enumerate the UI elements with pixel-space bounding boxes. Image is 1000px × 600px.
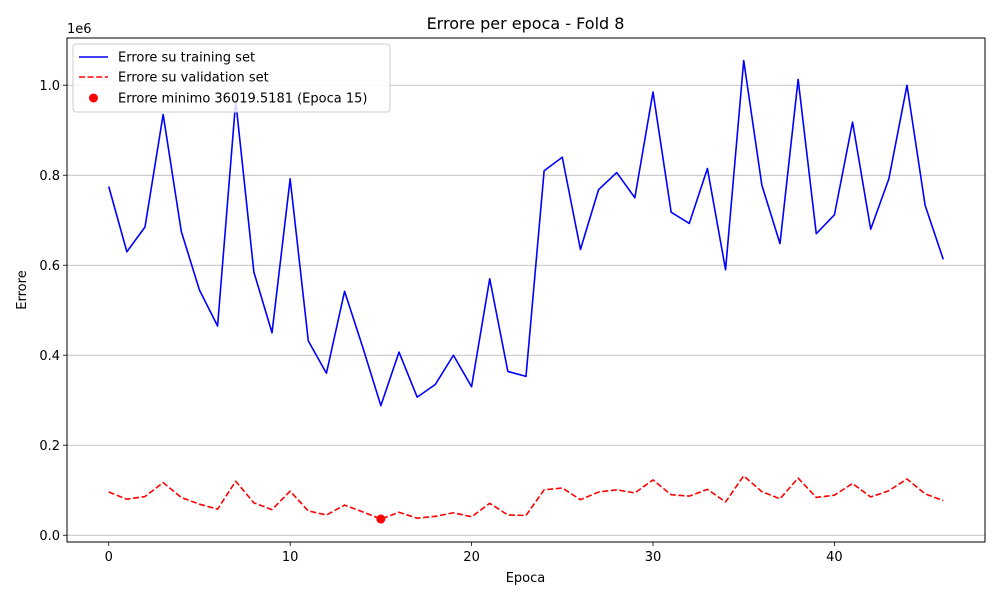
legend-label-min: Errore minimo 36019.5181 (Epoca 15): [118, 92, 367, 107]
y-tick-label: 0.2: [39, 439, 60, 454]
x-tick-label: 20: [463, 550, 480, 565]
y-offset-label: 1e6: [67, 22, 92, 37]
y-tick-label: 0.8: [39, 169, 60, 184]
legend-box: [72, 43, 391, 113]
x-tick-label: 0: [105, 550, 113, 565]
series-line-training: [107, 59, 945, 407]
plot-frame: [66, 37, 986, 543]
grid: [67, 84, 985, 536]
y-tick-label: 1.0: [39, 79, 60, 94]
x-axis-label: Epoca: [506, 571, 546, 586]
ticks: 0.0 0.2 0.4 0.6 0.8 1.0 0 10 20 30 40: [39, 79, 842, 565]
y-tick-label: 0.0: [39, 529, 60, 544]
y-axis-label: Errore: [15, 270, 30, 309]
legend-marker-min: [89, 93, 98, 103]
legend-label-validation: Errore su validation set: [118, 71, 269, 86]
series-line-validation: [108, 475, 944, 520]
min-point-marker: [376, 514, 386, 524]
legend-label-training: Errore su training set: [118, 51, 255, 66]
x-tick-label: 40: [826, 550, 843, 565]
legend: Errore su training set Errore su validat…: [72, 43, 391, 113]
y-tick-label: 0.4: [39, 349, 60, 364]
series-layer: [107, 59, 945, 524]
chart-title: Errore per epoca - Fold 8: [427, 14, 625, 33]
x-tick-label: 30: [645, 550, 662, 565]
y-tick-label: 0.6: [39, 259, 60, 274]
x-tick-label: 10: [282, 550, 299, 565]
